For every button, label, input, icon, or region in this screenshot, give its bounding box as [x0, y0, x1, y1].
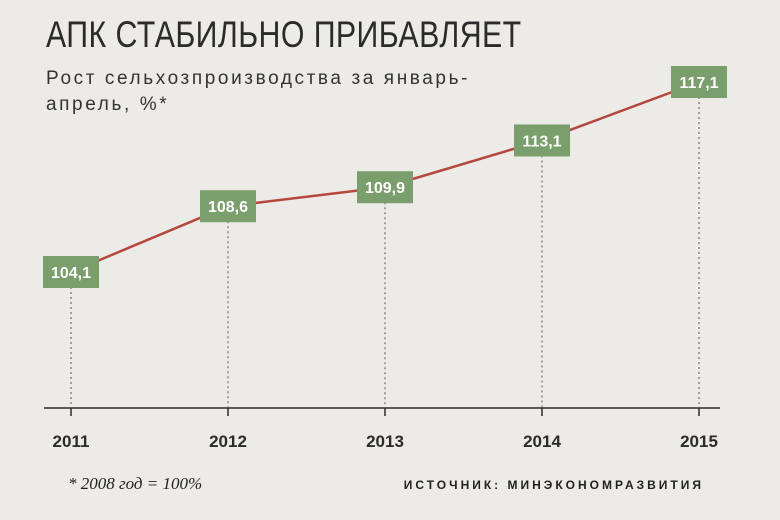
data-point-2011 — [43, 256, 99, 288]
chart-subtitle: Рост сельхозпроизводства за январь-апрел… — [46, 68, 471, 115]
data-label-2015: 117,1 — [671, 66, 727, 98]
data-label-2011: 104,1 — [43, 256, 99, 288]
data-label-2014: 113,1 — [514, 124, 570, 157]
data-label-text-2014: 113,1 — [522, 133, 561, 150]
data-point-2012 — [200, 190, 256, 223]
data-label-text-2015: 117,1 — [679, 75, 718, 92]
data-label-text-2011: 104,1 — [51, 265, 91, 282]
x-tick-label-2014: 2014 — [523, 432, 561, 451]
chart-title: АПК СТАБИЛЬНО ПРИБАВЛЯЕТ — [46, 14, 522, 55]
data-point-2014 — [514, 124, 570, 157]
data-point-2015 — [671, 66, 727, 98]
x-tick-label-2013: 2013 — [366, 432, 404, 451]
x-tick-label-2012: 2012 — [209, 432, 247, 451]
data-point-2013 — [357, 171, 413, 204]
x-tick-label-2011: 2011 — [53, 432, 90, 451]
data-label-text-2013: 109,9 — [365, 180, 405, 197]
data-label-2012: 108,6 — [200, 190, 256, 223]
x-tick-label-2015: 2015 — [680, 432, 718, 451]
footnote: * 2008 год = 100% — [68, 474, 203, 493]
source-note: ИСТОЧНИК: МИНЭКОНОМРАЗВИТИЯ — [403, 478, 704, 492]
data-label-text-2012: 108,6 — [208, 199, 248, 216]
data-label-2013: 109,9 — [357, 171, 413, 204]
